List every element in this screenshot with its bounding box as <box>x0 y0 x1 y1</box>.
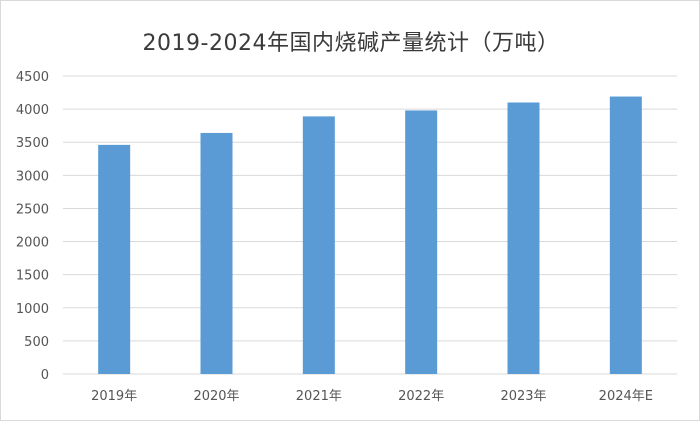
bars <box>98 96 642 375</box>
x-tick-label: 2024年E <box>599 389 653 404</box>
y-tick-label: 2500 <box>16 202 49 217</box>
x-tick-label: 2019年 <box>91 389 137 404</box>
bar <box>405 110 438 375</box>
bar <box>507 102 540 374</box>
y-tick-label: 1500 <box>16 269 49 284</box>
y-axis-ticks: 0 500 1000 1500 2000 2500 3000 3500 4000 4500 <box>16 70 49 383</box>
y-tick-label: 3000 <box>16 169 49 184</box>
chart-title: 2019-2024年国内烧碱产量统计（万吨） <box>142 31 560 56</box>
bar <box>609 96 642 374</box>
bar <box>200 132 233 374</box>
y-tick-label: 4500 <box>16 70 49 85</box>
y-tick-label: 2000 <box>16 236 49 251</box>
x-tick-label: 2022年 <box>398 389 444 404</box>
bar <box>302 116 335 374</box>
y-tick-label: 1000 <box>16 302 49 317</box>
x-axis-ticks: 2019年 2020年 2021年 2022年 2023年 2024年E <box>91 389 653 404</box>
y-tick-label: 0 <box>41 368 49 383</box>
x-tick-label: 2021年 <box>296 389 342 404</box>
gridlines <box>63 75 677 375</box>
y-tick-label: 500 <box>24 335 49 350</box>
y-tick-label: 4000 <box>16 103 49 118</box>
x-tick-label: 2023年 <box>500 389 546 404</box>
y-tick-label: 3500 <box>16 136 49 151</box>
bar <box>98 144 131 374</box>
x-tick-label: 2020年 <box>193 389 239 404</box>
